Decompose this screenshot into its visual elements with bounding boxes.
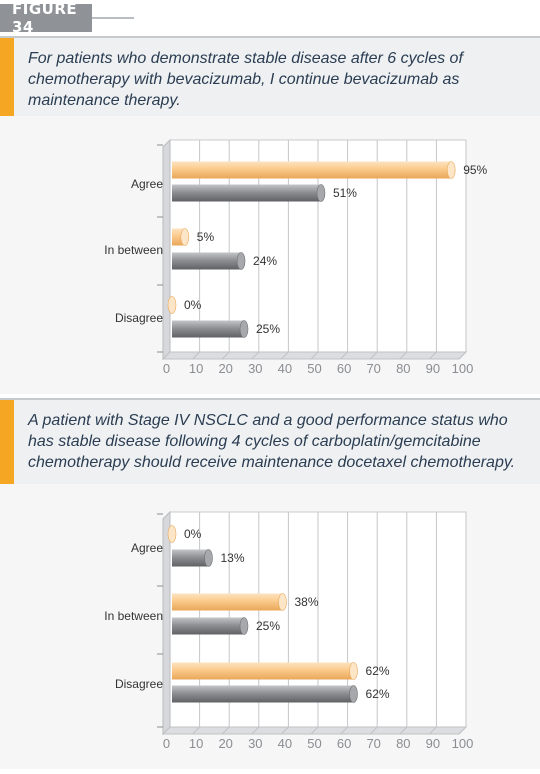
question-accent-bar-1 (0, 38, 14, 116)
bar-end-cap (180, 228, 190, 246)
x-tick-label: 80 (396, 736, 410, 751)
x-tick-label: 60 (337, 361, 351, 376)
x-tick-label: 100 (452, 361, 474, 376)
category-label: Disagree (115, 677, 163, 691)
bar-gray (172, 252, 242, 270)
bar-end-cap (278, 593, 287, 611)
floor-gridline (458, 726, 467, 735)
floor-gridline (429, 726, 437, 735)
bar-chart-1: 0 10 20 30 40 50 60 70 80 90 100 Agree 95% 51% In betw… (104, 138, 488, 376)
figure-label-text: FIGURE 34 (12, 0, 78, 36)
category-label: Agree (131, 177, 163, 191)
floor-gridline (369, 726, 378, 735)
x-tick-label: 0 (163, 361, 170, 376)
data-label: 62% (366, 664, 390, 678)
floor-gridline (221, 726, 230, 735)
bar-end-cap (236, 252, 246, 270)
x-tick-label: 70 (366, 736, 380, 751)
floor-gridline (192, 726, 200, 735)
bar-end-cap (316, 184, 326, 202)
data-label: 25% (256, 322, 280, 336)
x-tick-label: 100 (452, 736, 474, 751)
floor-gridline (251, 726, 260, 735)
floor-gridline (310, 351, 319, 360)
x-tick-label: 10 (189, 736, 203, 751)
bar-end-cap (239, 320, 249, 338)
data-label: 24% (253, 254, 277, 268)
chart-panel-2: 0 10 20 30 40 50 60 70 80 90 100 Agree 0% 13% In betwe… (0, 484, 540, 769)
floor-gridline (281, 351, 289, 360)
data-label: 0% (184, 527, 202, 541)
floor-gridline (458, 351, 467, 360)
data-label: 0% (184, 298, 202, 312)
floor-gridline (310, 726, 319, 735)
question-accent-bar-2 (0, 400, 14, 484)
floor-gridline (429, 351, 437, 360)
x-tick-label: 50 (307, 361, 321, 376)
x-tick-label: 90 (426, 736, 440, 751)
bar-end-cap (167, 525, 177, 543)
bar-gray (172, 549, 209, 567)
x-tick-label: 30 (248, 736, 262, 751)
bar-orange (172, 161, 452, 179)
x-tick-label: 50 (307, 736, 321, 751)
question-panel-1: For patients who demonstrate stable dise… (0, 36, 540, 116)
figure-label: FIGURE 34 (0, 0, 92, 36)
floor-gridline (192, 351, 200, 360)
floor-gridline (340, 351, 348, 360)
category-label: In between (104, 243, 163, 257)
x-tick-label: 90 (426, 361, 440, 376)
question-text-2: A patient with Stage IV NSCLC and a good… (28, 412, 516, 471)
x-tick-label: 0 (163, 736, 170, 751)
bar-end-cap (204, 549, 213, 567)
bar-end-cap (349, 662, 358, 680)
bar-gray (172, 685, 354, 703)
x-tick-label: 40 (278, 736, 292, 751)
chart-left-wall (162, 138, 171, 361)
x-tick-label: 80 (396, 361, 410, 376)
x-tick-label: 30 (248, 361, 262, 376)
data-label: 51% (333, 186, 357, 200)
x-tick-label: 40 (278, 361, 292, 376)
figure-label-rule (92, 17, 134, 19)
floor-gridline (369, 351, 378, 360)
floor-gridline (340, 726, 348, 735)
bar-orange (172, 662, 354, 680)
x-tick-label: 70 (366, 361, 380, 376)
x-tick-label: 20 (218, 736, 232, 751)
floor-gridline (399, 726, 408, 735)
floor-gridline (281, 726, 289, 735)
floor-gridline (221, 351, 230, 360)
data-label: 5% (197, 230, 215, 244)
floor-gridline (162, 351, 171, 360)
data-label: 13% (220, 551, 244, 565)
bar-chart-2: 0 10 20 30 40 50 60 70 80 90 100 Agree 0% 13% In betwe… (104, 510, 474, 751)
chart-left-wall (162, 510, 171, 736)
x-tick-label: 20 (218, 361, 232, 376)
question-panel-2: A patient with Stage IV NSCLC and a good… (0, 398, 540, 484)
bar-gray (172, 617, 244, 635)
category-label: In between (104, 609, 163, 623)
bar-gray (172, 184, 321, 202)
x-tick-label: 10 (189, 361, 203, 376)
question-text-1: For patients who demonstrate stable dise… (28, 50, 463, 109)
bar-end-cap (239, 617, 249, 635)
bar-orange (172, 593, 283, 611)
category-label: Agree (131, 541, 163, 555)
category-label: Disagree (115, 311, 163, 325)
data-label: 38% (294, 595, 318, 609)
bar-end-cap (349, 685, 358, 703)
data-label: 62% (366, 687, 390, 701)
bar-gray (172, 320, 244, 338)
chart-panel-1: 0 10 20 30 40 50 60 70 80 90 100 Agree 95% 51% In betw… (0, 116, 540, 394)
x-tick-label: 60 (337, 736, 351, 751)
bar-end-cap (446, 161, 456, 179)
bar-end-cap (167, 296, 177, 314)
floor-gridline (399, 351, 408, 360)
floor-gridline (251, 351, 260, 360)
floor-gridline (162, 726, 171, 735)
data-label: 95% (463, 163, 487, 177)
data-label: 25% (256, 619, 280, 633)
